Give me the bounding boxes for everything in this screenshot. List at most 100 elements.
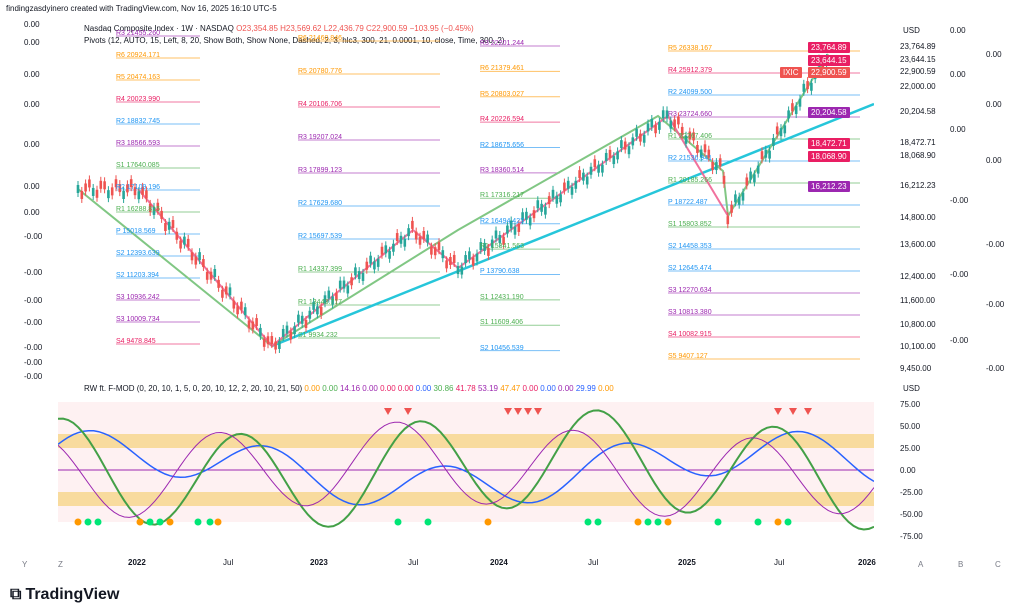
- zigzag-green: [77, 53, 829, 348]
- candle-body: [737, 196, 741, 205]
- candle-body: [190, 252, 194, 261]
- pivot-label: R3 17899.123: [298, 167, 342, 174]
- candle-body: [479, 242, 483, 251]
- btn-a[interactable]: A: [918, 560, 924, 569]
- oscillator-chart[interactable]: [58, 382, 874, 552]
- left-axis-label: 0.00: [24, 38, 40, 47]
- candle-body: [414, 231, 418, 240]
- pivot-label: R2 17109.196: [116, 184, 160, 191]
- candle-body: [593, 159, 597, 168]
- candle-body: [316, 306, 319, 315]
- pivot-label: S3 10009.734: [116, 316, 160, 323]
- osc-dot: [584, 518, 592, 526]
- candle-body: [673, 119, 676, 128]
- candle-body: [312, 301, 315, 310]
- time-axis-label: Jul: [223, 558, 234, 567]
- pivot-label: R6 21379.461: [480, 65, 524, 73]
- candle-body: [794, 106, 798, 115]
- candle-body: [426, 234, 429, 243]
- candle-body: [205, 271, 209, 280]
- pivot-label: R5 20474.163: [116, 74, 160, 81]
- osc-dot: [146, 518, 154, 526]
- candle-body: [437, 242, 441, 251]
- candle-body: [365, 261, 369, 270]
- osc-dot: [594, 518, 602, 526]
- candle-body: [91, 187, 95, 196]
- candle-body: [536, 200, 540, 209]
- btn-y[interactable]: Y: [22, 560, 28, 569]
- right-axis-label: -0.00: [950, 270, 969, 279]
- candle-body: [373, 261, 376, 270]
- candle-body: [684, 135, 688, 144]
- price-tag-p2: 18,472.71: [808, 138, 850, 149]
- osc-value: 0.00: [360, 384, 378, 393]
- price-axis-label: 16,212.23: [900, 181, 936, 190]
- candle-body: [411, 220, 414, 229]
- pivot-label: R4 20226.594: [480, 116, 524, 124]
- candle-body: [468, 251, 471, 260]
- osc-triangle: [514, 408, 522, 415]
- candle-body: [232, 300, 236, 309]
- candle-body: [84, 183, 87, 192]
- candle-body: [103, 181, 106, 190]
- left-axis-label: 0.00: [24, 208, 40, 217]
- time-axis[interactable]: 2022 Jul 2023 Jul 2024 Jul 2025 Jul 2026: [58, 556, 876, 572]
- left-axis-label: -0.00: [24, 232, 43, 241]
- osc-line-purple: [58, 421, 874, 518]
- osc-triangle: [804, 408, 812, 415]
- osc-axis-label: 25.00: [900, 444, 921, 453]
- pivot-label: S1 9934.232: [298, 332, 338, 339]
- osc-dot: [206, 518, 214, 526]
- candle-body: [452, 254, 456, 263]
- right-axis-label: -0.00: [986, 300, 1005, 309]
- pivot-label: R4 20106.706: [298, 101, 342, 108]
- pivots-legend[interactable]: Pivots (12, AUTO, 15, Left, 8, 20, Show …: [84, 36, 505, 45]
- left-axis-label: 0.00: [24, 20, 40, 29]
- osc-value: 47.47: [497, 384, 521, 393]
- candle-body: [730, 204, 733, 213]
- candle-body: [209, 271, 213, 280]
- candle-body: [407, 228, 410, 237]
- candle-body: [342, 280, 346, 289]
- candle-body: [741, 192, 745, 201]
- candle-body: [525, 211, 528, 220]
- candle-body: [464, 255, 467, 264]
- btn-z[interactable]: Z: [58, 560, 63, 569]
- candle-body: [544, 206, 547, 215]
- candle-body: [262, 338, 266, 347]
- candle-body: [661, 110, 665, 119]
- candle-body: [145, 190, 148, 199]
- ohlc-high: H23,569.62: [280, 24, 322, 33]
- btn-b[interactable]: B: [958, 560, 964, 569]
- osc-dot: [634, 518, 642, 526]
- candle-body: [300, 315, 304, 324]
- osc-dot: [484, 518, 492, 526]
- candle-body: [620, 140, 623, 149]
- symbol-name[interactable]: Nasdaq Composite Index · 1W · NASDAQ: [84, 24, 234, 33]
- osc-axis-label: 75.00: [900, 400, 921, 409]
- candle-body: [547, 196, 551, 205]
- candle-body: [141, 186, 144, 195]
- osc-value: 0.00: [413, 384, 432, 393]
- pivot-label: R1 16288.815: [116, 206, 160, 213]
- btn-c[interactable]: C: [995, 560, 1001, 569]
- candle-body: [255, 318, 258, 327]
- price-axis-label: 11,600.00: [900, 296, 935, 305]
- candle-body: [597, 164, 600, 173]
- osc-legend[interactable]: RW ft. F-MOD (0, 20, 10, 1, 5, 0, 20, 10…: [84, 384, 614, 393]
- left-axis-label: -0.00: [24, 268, 43, 277]
- time-axis-label: 2024: [490, 558, 508, 567]
- candle-body: [532, 210, 536, 219]
- candle-body: [403, 238, 407, 247]
- right-axis-label: 0.00: [950, 70, 966, 79]
- candle-body: [266, 336, 270, 345]
- pivot-label: S4 10082.915: [668, 331, 712, 338]
- pivot-label: R2 16494.423: [480, 217, 524, 225]
- pivot-label: R4 20023.990: [116, 96, 160, 103]
- candle-body: [551, 189, 555, 198]
- osc-dot: [714, 518, 722, 526]
- candle-body: [585, 176, 589, 185]
- candle-body: [99, 180, 103, 189]
- candle-body: [582, 172, 585, 181]
- price-chart[interactable]: [58, 16, 874, 378]
